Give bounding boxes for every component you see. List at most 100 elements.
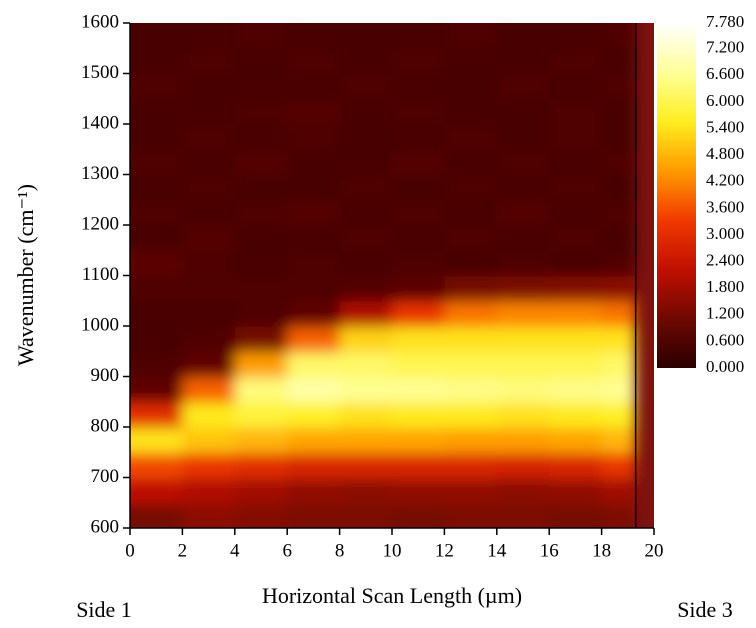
heat-cell [339, 73, 393, 100]
heat-cell [287, 23, 341, 50]
colorbar [657, 23, 696, 368]
x-tick-label: 8 [335, 540, 345, 561]
colorbar-tick-label: 0.000 [706, 357, 744, 376]
heat-cell [287, 225, 341, 252]
colorbar-tick-label: 1.200 [706, 304, 744, 323]
heat-cell [444, 401, 498, 428]
heat-cell [496, 124, 551, 151]
heat-cell [339, 149, 393, 176]
heat-cell [287, 98, 341, 125]
heat-cell [182, 427, 236, 454]
heat-cell [182, 98, 236, 125]
heat-cell [601, 477, 636, 504]
heat-cell [130, 23, 184, 50]
x-tick-label: 6 [282, 540, 292, 561]
heat-cell [601, 174, 636, 201]
heat-cell [287, 48, 341, 75]
y-tick-label: 700 [91, 466, 120, 487]
x-tick-label: 20 [645, 540, 664, 561]
heat-cell [601, 124, 636, 151]
heat-cell [234, 48, 289, 75]
colorbar-tick-label: 3.000 [706, 224, 744, 243]
heat-cell [601, 427, 636, 454]
heat-cell [392, 73, 446, 100]
heat-cell [339, 48, 393, 75]
heat-cell [182, 376, 236, 403]
heat-cell [234, 225, 289, 252]
y-axis-label: Wavenumber (cm⁻¹) [13, 184, 38, 366]
heat-cell [287, 73, 341, 100]
heat-cell [339, 23, 393, 50]
y-tick-label: 600 [91, 516, 120, 537]
y-tick-label: 900 [91, 365, 120, 386]
heat-cell [601, 98, 636, 125]
heat-cell [549, 174, 603, 201]
heat-cell [234, 23, 289, 50]
heat-cell [287, 250, 341, 277]
heat-cell [234, 300, 289, 327]
heat-cell [339, 401, 393, 428]
heat-cell [339, 300, 393, 327]
heat-cell [392, 401, 446, 428]
heat-cell [444, 477, 498, 504]
heat-cell [234, 351, 289, 378]
y-tick-label: 1100 [82, 264, 119, 285]
heat-cell [182, 300, 236, 327]
heat-cell [339, 502, 393, 528]
heat-cell [392, 275, 446, 302]
heat-cell [182, 401, 236, 428]
heat-cell [130, 149, 184, 176]
heat-cell [130, 199, 184, 226]
heat-cell [549, 73, 603, 100]
heat-cell [130, 275, 184, 302]
heat-cell [130, 452, 184, 479]
heat-cell [130, 250, 184, 277]
heat-cell [287, 300, 341, 327]
y-tick-label: 1600 [81, 11, 119, 32]
heat-cell [234, 376, 289, 403]
heat-cell [339, 326, 393, 353]
y-tick-label: 1000 [81, 314, 119, 335]
heat-cell [601, 48, 636, 75]
heat-cell [234, 149, 289, 176]
heat-cell [234, 73, 289, 100]
heat-cell [444, 23, 498, 50]
y-tick-label: 1200 [81, 213, 119, 234]
heat-cell [392, 376, 446, 403]
heat-cell [182, 174, 236, 201]
heat-cell [549, 427, 603, 454]
heat-cell [339, 427, 393, 454]
heat-cell [234, 326, 289, 353]
heat-cell [444, 275, 498, 302]
heat-cell [182, 225, 236, 252]
heat-cell [130, 502, 184, 528]
heat-cell [444, 98, 498, 125]
heat-cell [287, 326, 341, 353]
heat-cell [130, 300, 184, 327]
heat-cell [496, 73, 551, 100]
heat-cell [234, 199, 289, 226]
heat-cell [130, 124, 184, 151]
heat-cell [392, 98, 446, 125]
colorbar-tick-label: 7.780 [706, 12, 744, 31]
heat-cell [549, 300, 603, 327]
heat-cell [444, 427, 498, 454]
y-tick-label: 800 [91, 415, 120, 436]
heat-cell [130, 351, 184, 378]
heat-cell [339, 98, 393, 125]
x-tick-label: 0 [125, 540, 135, 561]
heat-cell [444, 225, 498, 252]
y-tick-label: 1500 [81, 62, 119, 83]
heat-cell [601, 376, 636, 403]
heat-cell [496, 351, 551, 378]
heat-cell [601, 502, 636, 528]
heat-cell [444, 48, 498, 75]
heat-cell [392, 174, 446, 201]
heat-cell [496, 376, 551, 403]
heat-cell [444, 174, 498, 201]
heat-cell [444, 124, 498, 151]
y-tick-label: 1400 [81, 112, 119, 133]
heat-cell [182, 351, 236, 378]
heat-cell [601, 401, 636, 428]
